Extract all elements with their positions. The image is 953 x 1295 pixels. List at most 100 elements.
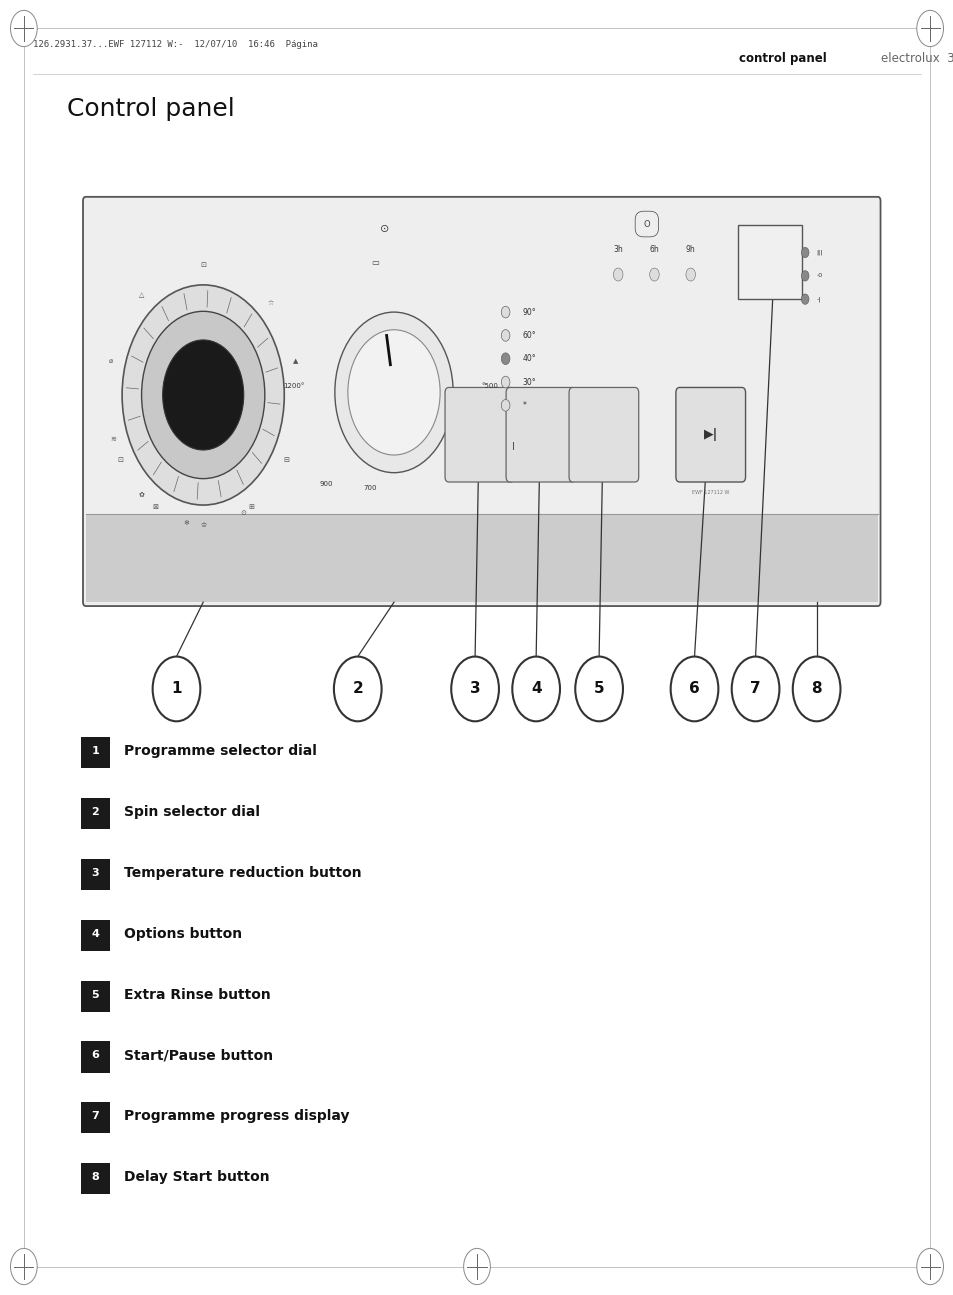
Circle shape <box>649 268 659 281</box>
Circle shape <box>916 10 943 47</box>
Text: 6: 6 <box>91 1050 99 1061</box>
Text: 3h: 3h <box>613 246 622 254</box>
Circle shape <box>670 657 718 721</box>
Bar <box>81 737 110 768</box>
Bar <box>81 919 110 951</box>
Text: 1200°: 1200° <box>282 383 304 388</box>
Text: 5: 5 <box>91 989 99 1000</box>
Text: 7: 7 <box>91 1111 99 1121</box>
Circle shape <box>501 329 509 341</box>
Text: 1: 1 <box>171 681 182 697</box>
Text: EWF 127112 W: EWF 127112 W <box>691 490 729 495</box>
FancyBboxPatch shape <box>568 387 638 482</box>
Text: ⊟: ⊟ <box>283 457 289 462</box>
Text: 2: 2 <box>91 807 99 817</box>
Text: ⊞: ⊞ <box>248 505 253 510</box>
Text: ⌀: ⌀ <box>109 359 112 364</box>
Text: 126.2931.37...EWF 127112 W:-  12/07/10  16:46  Página: 126.2931.37...EWF 127112 W:- 12/07/10 16… <box>33 40 318 48</box>
Circle shape <box>152 657 200 721</box>
Bar <box>86 514 877 602</box>
Circle shape <box>141 311 265 479</box>
Text: Temperature reduction button: Temperature reduction button <box>124 866 361 879</box>
Text: ≋: ≋ <box>111 436 116 443</box>
Circle shape <box>731 657 779 721</box>
Circle shape <box>792 657 840 721</box>
Text: °500: °500 <box>481 383 497 388</box>
Text: ⊡: ⊡ <box>200 262 206 268</box>
Text: -|: -| <box>816 297 821 302</box>
Circle shape <box>501 354 509 365</box>
Text: 4: 4 <box>530 681 541 697</box>
Circle shape <box>162 339 243 451</box>
Text: |||: ||| <box>816 250 822 255</box>
Circle shape <box>613 268 622 281</box>
Text: △: △ <box>139 293 144 298</box>
Text: Extra Rinse button: Extra Rinse button <box>124 988 271 1001</box>
Circle shape <box>451 657 498 721</box>
Text: ▲: ▲ <box>293 359 298 364</box>
Text: 7: 7 <box>749 681 760 697</box>
Text: control panel: control panel <box>739 52 826 65</box>
Text: 700: 700 <box>363 484 376 491</box>
Circle shape <box>463 1248 490 1285</box>
Text: Programme selector dial: Programme selector dial <box>124 745 316 758</box>
Text: 40°: 40° <box>522 355 536 363</box>
Circle shape <box>501 377 509 388</box>
Text: ⊙: ⊙ <box>240 510 246 515</box>
Circle shape <box>916 1248 943 1285</box>
Text: 8: 8 <box>91 1172 99 1182</box>
FancyBboxPatch shape <box>83 197 880 606</box>
Text: -0: -0 <box>816 273 821 278</box>
FancyBboxPatch shape <box>738 225 801 299</box>
Text: 9h: 9h <box>685 246 695 254</box>
Circle shape <box>335 312 453 473</box>
Bar <box>81 1163 110 1194</box>
Text: 900: 900 <box>319 480 333 487</box>
Text: 3: 3 <box>91 868 99 878</box>
Circle shape <box>501 399 509 412</box>
Circle shape <box>575 657 622 721</box>
Text: 5: 5 <box>593 681 604 697</box>
Bar <box>81 1102 110 1133</box>
Text: 4: 4 <box>91 929 99 939</box>
Text: 1: 1 <box>91 746 99 756</box>
Circle shape <box>10 1248 37 1285</box>
Circle shape <box>685 268 695 281</box>
Text: 2: 2 <box>352 681 363 697</box>
Circle shape <box>801 247 808 258</box>
FancyBboxPatch shape <box>675 387 745 482</box>
Text: 30°: 30° <box>522 378 536 386</box>
Bar <box>81 798 110 829</box>
Text: ✿: ✿ <box>138 492 145 497</box>
Bar <box>81 980 110 1011</box>
Circle shape <box>501 307 509 319</box>
Text: ❄: ❄ <box>184 519 190 526</box>
Text: 8: 8 <box>810 681 821 697</box>
Text: 90°: 90° <box>522 308 536 316</box>
Text: ⊡: ⊡ <box>117 457 123 462</box>
Text: Programme progress display: Programme progress display <box>124 1110 349 1123</box>
Circle shape <box>334 657 381 721</box>
FancyBboxPatch shape <box>505 387 575 482</box>
Text: ♔: ♔ <box>200 522 206 528</box>
Circle shape <box>348 330 439 455</box>
Text: ☆: ☆ <box>268 300 274 306</box>
Circle shape <box>801 271 808 281</box>
Text: Spin selector dial: Spin selector dial <box>124 805 260 818</box>
Bar <box>81 859 110 890</box>
Text: 3: 3 <box>469 681 480 697</box>
Text: ⊙: ⊙ <box>379 224 389 234</box>
Text: 60°: 60° <box>522 332 536 339</box>
Text: ⊠: ⊠ <box>152 505 158 510</box>
Circle shape <box>801 294 808 304</box>
Text: O: O <box>643 220 649 228</box>
Text: Delay Start button: Delay Start button <box>124 1171 270 1184</box>
Circle shape <box>122 285 284 505</box>
Text: ▭: ▭ <box>371 259 378 267</box>
FancyBboxPatch shape <box>444 387 515 482</box>
Text: 6: 6 <box>688 681 700 697</box>
Circle shape <box>512 657 559 721</box>
Text: electrolux  33: electrolux 33 <box>880 52 953 65</box>
Text: ▶|: ▶| <box>703 429 717 442</box>
Text: Options button: Options button <box>124 927 242 940</box>
